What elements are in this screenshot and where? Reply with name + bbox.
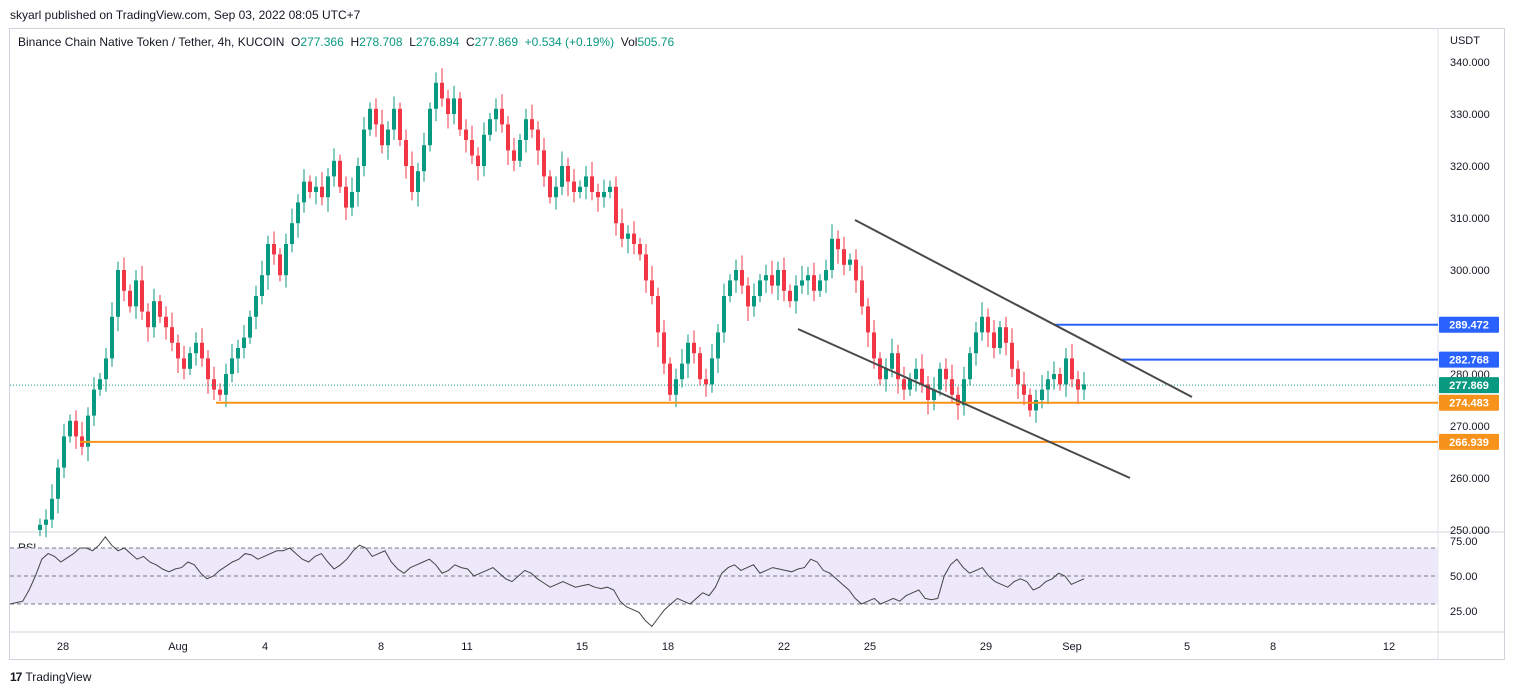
open-value: 277.366 — [300, 35, 344, 49]
high-label: H — [350, 35, 360, 49]
footer-brand: 17 TradingView — [10, 670, 91, 684]
tradingview-brand: TradingView — [25, 670, 92, 684]
close-value: 277.869 — [474, 35, 518, 49]
close-label: C — [465, 35, 475, 49]
volume-value: 505.76 — [637, 35, 675, 49]
open-label: O — [291, 35, 301, 49]
volume-label: Vol — [620, 35, 638, 49]
low-label: L — [409, 35, 416, 49]
symbol-name: Binance Chain Native Token / Tether, 4h,… — [18, 35, 285, 49]
chart-frame — [9, 28, 1505, 660]
rsi-label: RSI — [18, 542, 37, 554]
symbol-legend: Binance Chain Native Token / Tether, 4h,… — [18, 35, 674, 49]
high-value: 278.708 — [359, 35, 403, 49]
low-value: 276.894 — [415, 35, 460, 49]
change-value: +0.534 (+0.19%) — [524, 35, 615, 49]
tradingview-logo-icon: 17 — [10, 670, 22, 684]
publisher-line: skyarl published on TradingView.com, Sep… — [10, 8, 361, 22]
currency-label: USDT — [1450, 35, 1480, 47]
